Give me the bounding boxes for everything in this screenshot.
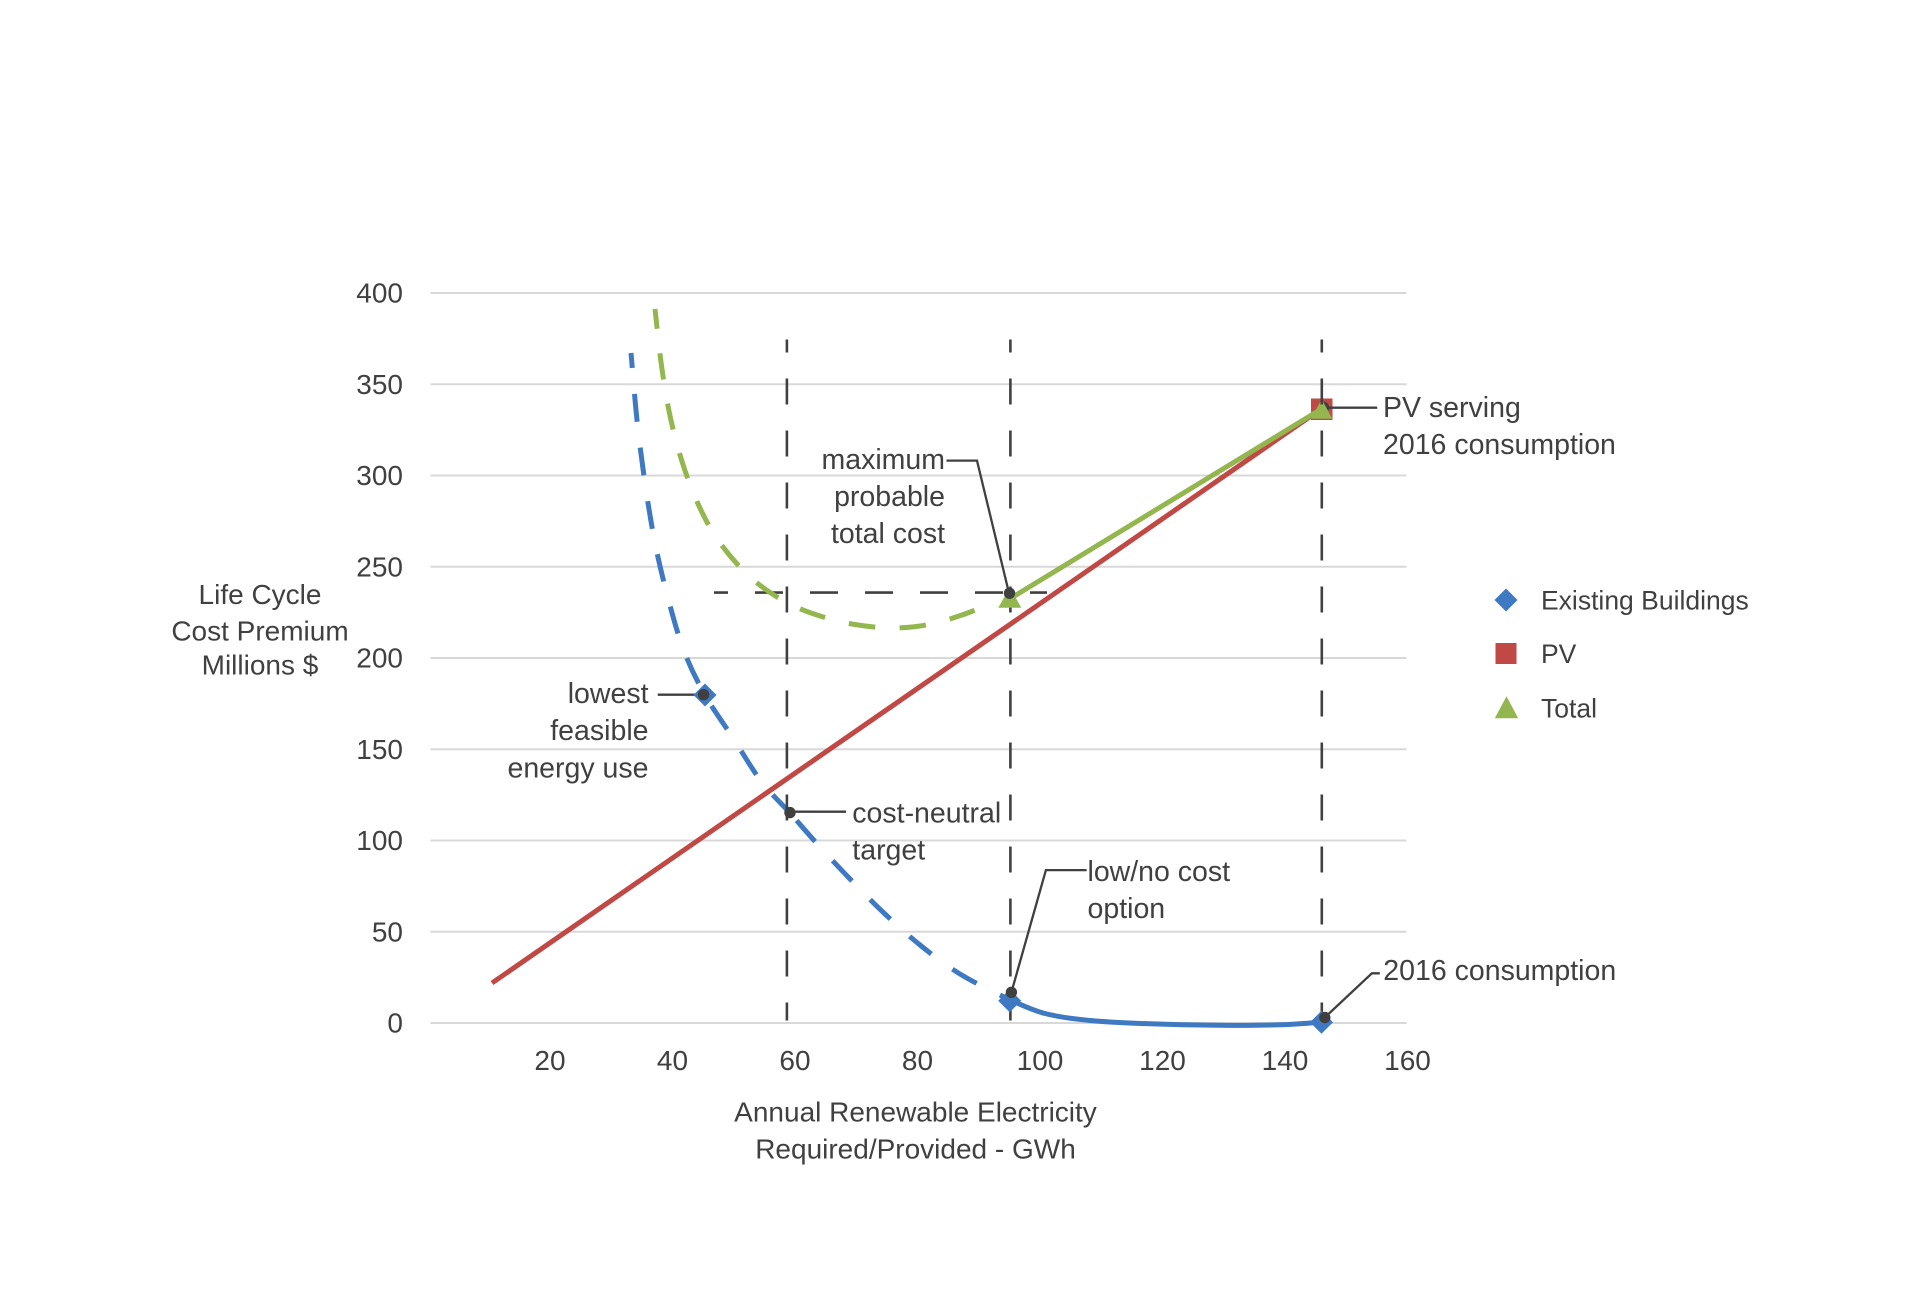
svg-text:target: target	[852, 834, 925, 866]
svg-text:0: 0	[387, 1008, 403, 1039]
svg-text:80: 80	[902, 1045, 933, 1076]
svg-text:option: option	[1088, 893, 1166, 925]
svg-text:2016 consumption: 2016 consumption	[1383, 955, 1616, 987]
svg-text:120: 120	[1139, 1045, 1186, 1076]
svg-text:total cost: total cost	[831, 518, 945, 550]
svg-text:Required/Provided - GWh: Required/Provided - GWh	[755, 1133, 1076, 1164]
svg-text:100: 100	[356, 825, 403, 856]
svg-text:Life Cycle: Life Cycle	[199, 579, 322, 610]
svg-text:Millions $: Millions $	[202, 650, 319, 681]
svg-text:Annual Renewable Electricity: Annual Renewable Electricity	[734, 1096, 1097, 1127]
svg-text:140: 140	[1262, 1045, 1309, 1076]
svg-text:maximum: maximum	[821, 444, 945, 476]
svg-text:40: 40	[657, 1045, 688, 1076]
svg-text:60: 60	[779, 1045, 810, 1076]
svg-text:PV: PV	[1541, 639, 1577, 669]
svg-text:feasible: feasible	[550, 715, 648, 747]
svg-text:200: 200	[356, 643, 403, 674]
svg-text:400: 400	[356, 278, 403, 309]
svg-text:energy use: energy use	[507, 753, 648, 785]
svg-text:300: 300	[356, 460, 403, 491]
svg-text:lowest: lowest	[568, 678, 649, 710]
svg-text:250: 250	[356, 551, 403, 582]
svg-text:Cost Premium: Cost Premium	[171, 616, 348, 647]
svg-text:100: 100	[1017, 1045, 1064, 1076]
svg-text:probable: probable	[834, 481, 945, 513]
svg-text:160: 160	[1384, 1045, 1431, 1076]
svg-text:Total: Total	[1541, 693, 1597, 723]
svg-text:150: 150	[356, 734, 403, 765]
svg-text:350: 350	[356, 369, 403, 400]
svg-text:Existing Buildings: Existing Buildings	[1541, 585, 1749, 615]
svg-text:low/no cost: low/no cost	[1088, 856, 1231, 888]
svg-text:50: 50	[372, 916, 403, 947]
svg-text:cost-neutral: cost-neutral	[852, 797, 1001, 829]
svg-text:20: 20	[534, 1045, 565, 1076]
svg-text:PV serving: PV serving	[1383, 392, 1521, 424]
svg-text:2016 consumption: 2016 consumption	[1383, 429, 1616, 461]
